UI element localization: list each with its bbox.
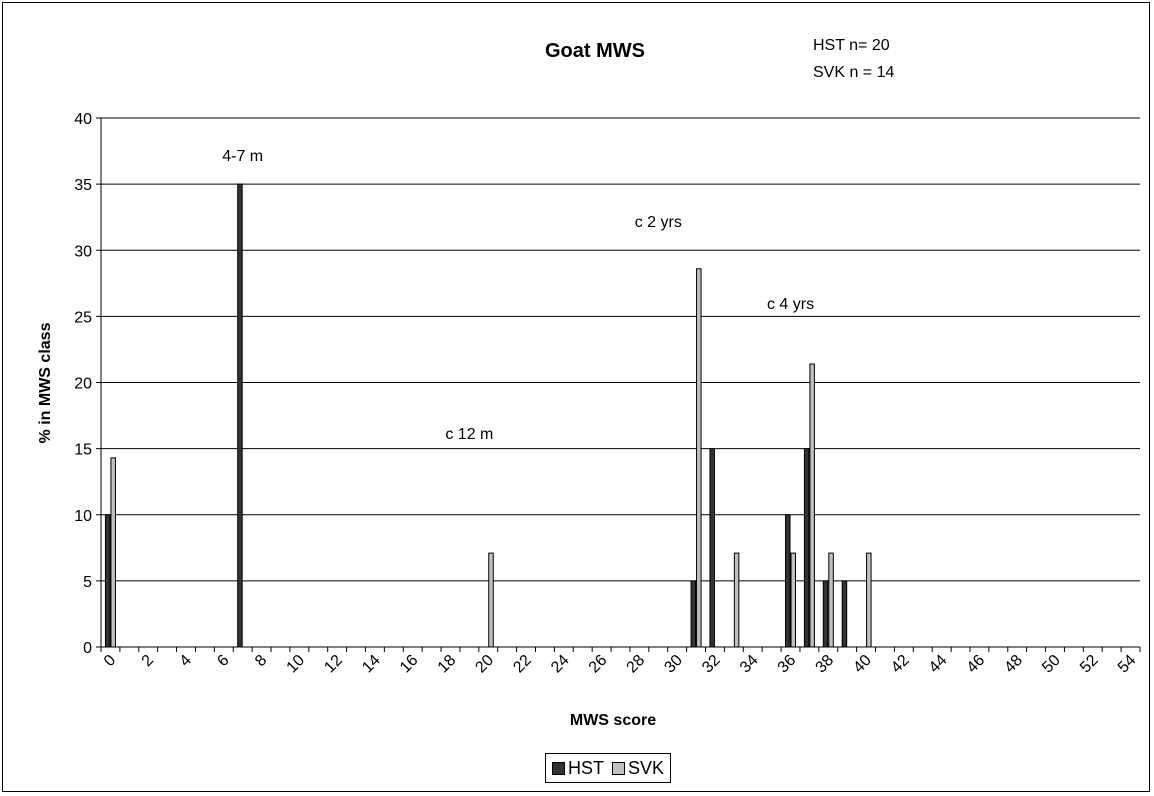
- annotation-1: c 12 m: [445, 426, 493, 443]
- sample-size-svk: SVK n = 14: [813, 64, 894, 81]
- y-tick-label-5: 25: [74, 309, 92, 326]
- x-tick-label-2: 4: [177, 652, 195, 670]
- x-tick-label-10: 20: [472, 652, 497, 677]
- x-tick-label-22: 44: [926, 652, 951, 677]
- x-tick-label-23: 46: [964, 652, 989, 677]
- bar-svk-5: [809, 363, 815, 648]
- x-tick-label-4: 8: [252, 652, 270, 670]
- x-tick-label-16: 32: [699, 652, 724, 677]
- bar-svk-4: [790, 552, 797, 648]
- bar-svk-6: [828, 552, 834, 648]
- x-tick-label-25: 50: [1039, 652, 1064, 677]
- gridlines: [101, 117, 1140, 582]
- x-tick-label-13: 26: [586, 652, 611, 677]
- y-tick-label-2: 10: [74, 508, 92, 525]
- x-tick-label-9: 18: [435, 652, 460, 677]
- bar-hst-6: [822, 580, 829, 648]
- x-tick-label-11: 22: [510, 652, 535, 677]
- annotations: 4-7 m c 12 m c 2 yrs c 4 yrs: [222, 148, 814, 443]
- x-tick-label-5: 10: [284, 652, 309, 677]
- x-axis-label: MWS score: [570, 712, 656, 729]
- bar-hst-2: [690, 580, 697, 648]
- bar-svk-7: [866, 552, 872, 648]
- y-tick-label-4: 20: [74, 376, 92, 393]
- y-tick-label-7: 35: [74, 177, 92, 194]
- x-tick-label-27: 54: [1115, 652, 1140, 677]
- bar-hst-5: [803, 448, 810, 648]
- x-tick-label-8: 16: [397, 652, 422, 677]
- y-tick-label-8: 40: [74, 111, 92, 128]
- y-tick-label-1: 5: [83, 574, 92, 591]
- x-tick-label-24: 48: [1001, 652, 1026, 677]
- x-tick-label-7: 14: [359, 652, 384, 677]
- y-tick-label-3: 15: [74, 442, 92, 459]
- x-tick-label-15: 30: [661, 652, 686, 677]
- x-tick-label-18: 36: [775, 652, 800, 677]
- x-tick-label-1: 2: [139, 652, 157, 670]
- x-tick-label-19: 38: [813, 652, 838, 677]
- annotation-2: c 2 yrs: [635, 214, 682, 231]
- x-tick-label-6: 12: [321, 652, 346, 677]
- legend-label-hst: HST: [568, 757, 604, 778]
- y-axis-label: % in MWS class: [37, 322, 54, 443]
- bar-hst-4: [785, 514, 791, 648]
- bars: [104, 183, 872, 648]
- bar-svk-2: [696, 268, 702, 648]
- annotation-3: c 4 yrs: [767, 296, 814, 313]
- bar-svk-0: [110, 457, 116, 648]
- chart-title: Goat MWS: [545, 40, 645, 62]
- y-tick-label-6: 30: [74, 243, 92, 260]
- x-tick-label-20: 40: [850, 652, 875, 677]
- x-tick-label-12: 24: [548, 652, 573, 677]
- legend-item-svk: SVK: [612, 758, 664, 779]
- y-tick-label-0: 0: [83, 640, 92, 657]
- bar-hst-7: [841, 580, 848, 648]
- annotation-0: 4-7 m: [222, 148, 263, 165]
- x-tick-label-26: 52: [1077, 652, 1102, 677]
- bar-svk-1: [488, 552, 494, 648]
- x-tick-label-3: 6: [214, 652, 232, 670]
- x-tick-label-21: 42: [888, 652, 913, 677]
- legend-item-hst: HST: [552, 758, 604, 779]
- bar-hst-3: [709, 448, 715, 648]
- x-tick-label-0: 0: [101, 652, 119, 670]
- legend-label-svk: SVK: [628, 757, 665, 778]
- legend-swatch-svk: [612, 761, 625, 775]
- bar-hst-0: [104, 514, 111, 648]
- bar-svk-3: [733, 552, 740, 648]
- bar-hst-1: [237, 183, 243, 648]
- x-tick-label-14: 28: [624, 652, 649, 677]
- legend: HST SVK: [545, 753, 672, 783]
- x-tick-label-17: 34: [737, 652, 762, 677]
- sample-size-hst: HST n= 20: [813, 37, 890, 54]
- legend-swatch-hst: [552, 761, 565, 775]
